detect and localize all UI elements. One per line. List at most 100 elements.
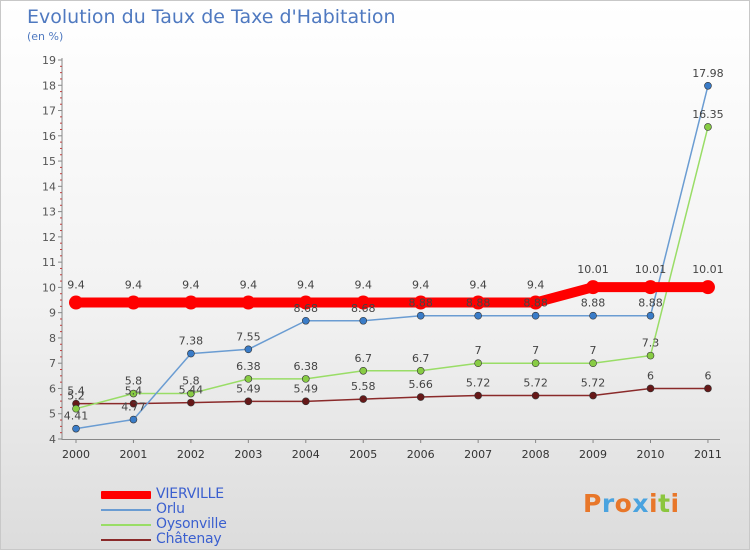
data-label-oysonville: 6.38 — [294, 360, 319, 373]
data-point-orlu — [301, 316, 310, 325]
x-tick-label: 2011 — [694, 448, 722, 461]
data-point-orlu — [474, 311, 482, 320]
data-label-vierville: 10.01 — [692, 263, 724, 276]
y-tick-label: 14 — [42, 180, 56, 193]
data-point-orlu — [416, 311, 425, 320]
data-label-chtenay: 5.72 — [523, 377, 548, 390]
data-label-vierville: 9.4 — [527, 279, 545, 292]
series-chtenay — [72, 384, 712, 408]
data-point-vierville — [413, 295, 428, 310]
logo-letter: i — [649, 489, 659, 518]
data-point-orlu — [646, 311, 655, 320]
data-label-orlu: 17.98 — [692, 67, 724, 80]
logo-letter: t — [658, 489, 671, 518]
data-label-orlu: 4.41 — [64, 410, 89, 423]
data-label-oysonville: 6.7 — [412, 352, 430, 365]
data-point-chtenay — [416, 393, 425, 401]
y-tick-label: 18 — [42, 79, 56, 92]
x-tick-label: 2005 — [349, 448, 377, 461]
data-label-orlu: 8.68 — [351, 302, 376, 315]
data-point-orlu — [187, 349, 195, 358]
x-tick-label: 2004 — [292, 448, 320, 461]
data-point-oysonville — [129, 389, 138, 398]
logo-letter: i — [670, 489, 680, 518]
data-label-chtenay: 5.58 — [351, 380, 376, 393]
x-tick-label: 2000 — [62, 448, 90, 461]
data-label-chtenay: 5.44 — [179, 384, 204, 397]
x-tick-label: 2010 — [637, 448, 665, 461]
data-point-vierville — [471, 295, 486, 310]
data-label-vierville: 9.4 — [125, 279, 143, 292]
series-line-oysonville — [75, 126, 709, 410]
data-point-vierville — [528, 295, 543, 310]
data-label-chtenay: 5.49 — [236, 382, 261, 395]
data-point-vierville — [183, 295, 198, 310]
series-orlu — [72, 81, 712, 433]
y-tick-label: 13 — [42, 206, 56, 219]
data-point-oysonville — [187, 389, 195, 398]
data-point-chtenay — [531, 391, 540, 400]
data-point-chtenay — [646, 384, 655, 393]
data-label-chtenay: 6 — [647, 369, 654, 382]
data-label-orlu: 7.38 — [179, 335, 204, 348]
data-point-chtenay — [359, 395, 368, 403]
data-point-vierville — [126, 295, 141, 310]
data-point-orlu — [129, 415, 138, 424]
data-label-chtenay: 5.4 — [67, 385, 85, 398]
data-label-orlu: 7.55 — [236, 330, 261, 343]
data-point-chtenay — [589, 391, 597, 400]
y-tick-label: 4 — [49, 433, 56, 446]
y-tick-label: 9 — [49, 307, 56, 320]
data-label-vierville: 10.01 — [635, 263, 667, 276]
chart-subtitle: (en %) — [27, 30, 64, 43]
y-tick-label: 16 — [42, 130, 56, 143]
data-label-oysonville: 5.2 — [67, 390, 85, 403]
data-label-oysonville: 6.38 — [236, 360, 261, 373]
data-point-oysonville — [474, 359, 482, 368]
data-point-chtenay — [301, 397, 310, 406]
logo-letter: o — [614, 489, 633, 518]
data-point-chtenay — [474, 391, 482, 400]
legend-item-chatenay: Châtenay — [101, 532, 227, 547]
y-tick-label: 7 — [49, 357, 56, 370]
data-point-vierville — [700, 280, 715, 295]
data-label-orlu: 8.68 — [294, 302, 319, 315]
series-line-vierville — [71, 282, 713, 308]
data-point-vierville — [69, 295, 83, 310]
data-point-oysonville — [646, 351, 655, 360]
data-point-oysonville — [416, 366, 425, 375]
data-label-oysonville: 7.3 — [642, 337, 660, 350]
series-line-orlu — [75, 85, 709, 430]
logo-letter: r — [601, 489, 615, 518]
data-label-orlu: 4.77 — [121, 401, 146, 414]
y-tick-label: 11 — [42, 256, 56, 269]
data-label-chtenay: 5.72 — [581, 377, 606, 390]
chart-title: Evolution du Taux de Taxe d'Habitation — [27, 6, 396, 28]
legend-label-chatenay: Châtenay — [156, 531, 222, 547]
data-label-oysonville: 7 — [475, 344, 482, 357]
data-point-vierville — [298, 295, 313, 310]
legend-swatch-oysonville — [101, 523, 151, 526]
data-label-oysonville: 5.8 — [125, 375, 143, 388]
y-tick-label: 5 — [49, 408, 56, 421]
y-tick-label: 8 — [49, 332, 56, 345]
logo-letter: P — [583, 489, 602, 518]
proxiti-logo: Proxiti — [583, 489, 680, 518]
series-line-chtenay — [75, 387, 709, 405]
data-label-chtenay: 5.72 — [466, 377, 491, 390]
y-tick-label: 17 — [42, 105, 56, 118]
legend-swatch-chatenay — [101, 538, 151, 541]
x-tick-label: 2006 — [407, 448, 435, 461]
legend-swatch-vierville — [101, 490, 151, 499]
x-tick-label: 2003 — [234, 448, 262, 461]
data-label-chtenay: 5.4 — [125, 385, 143, 398]
y-tick-label: 10 — [42, 281, 56, 294]
legend-item-oysonville: Oysonville — [101, 517, 227, 532]
data-label-vierville: 9.4 — [469, 279, 487, 292]
data-point-oysonville — [244, 375, 253, 383]
data-point-chtenay — [244, 397, 253, 406]
data-label-oysonville: 7 — [532, 344, 539, 357]
data-point-chtenay — [129, 399, 138, 408]
